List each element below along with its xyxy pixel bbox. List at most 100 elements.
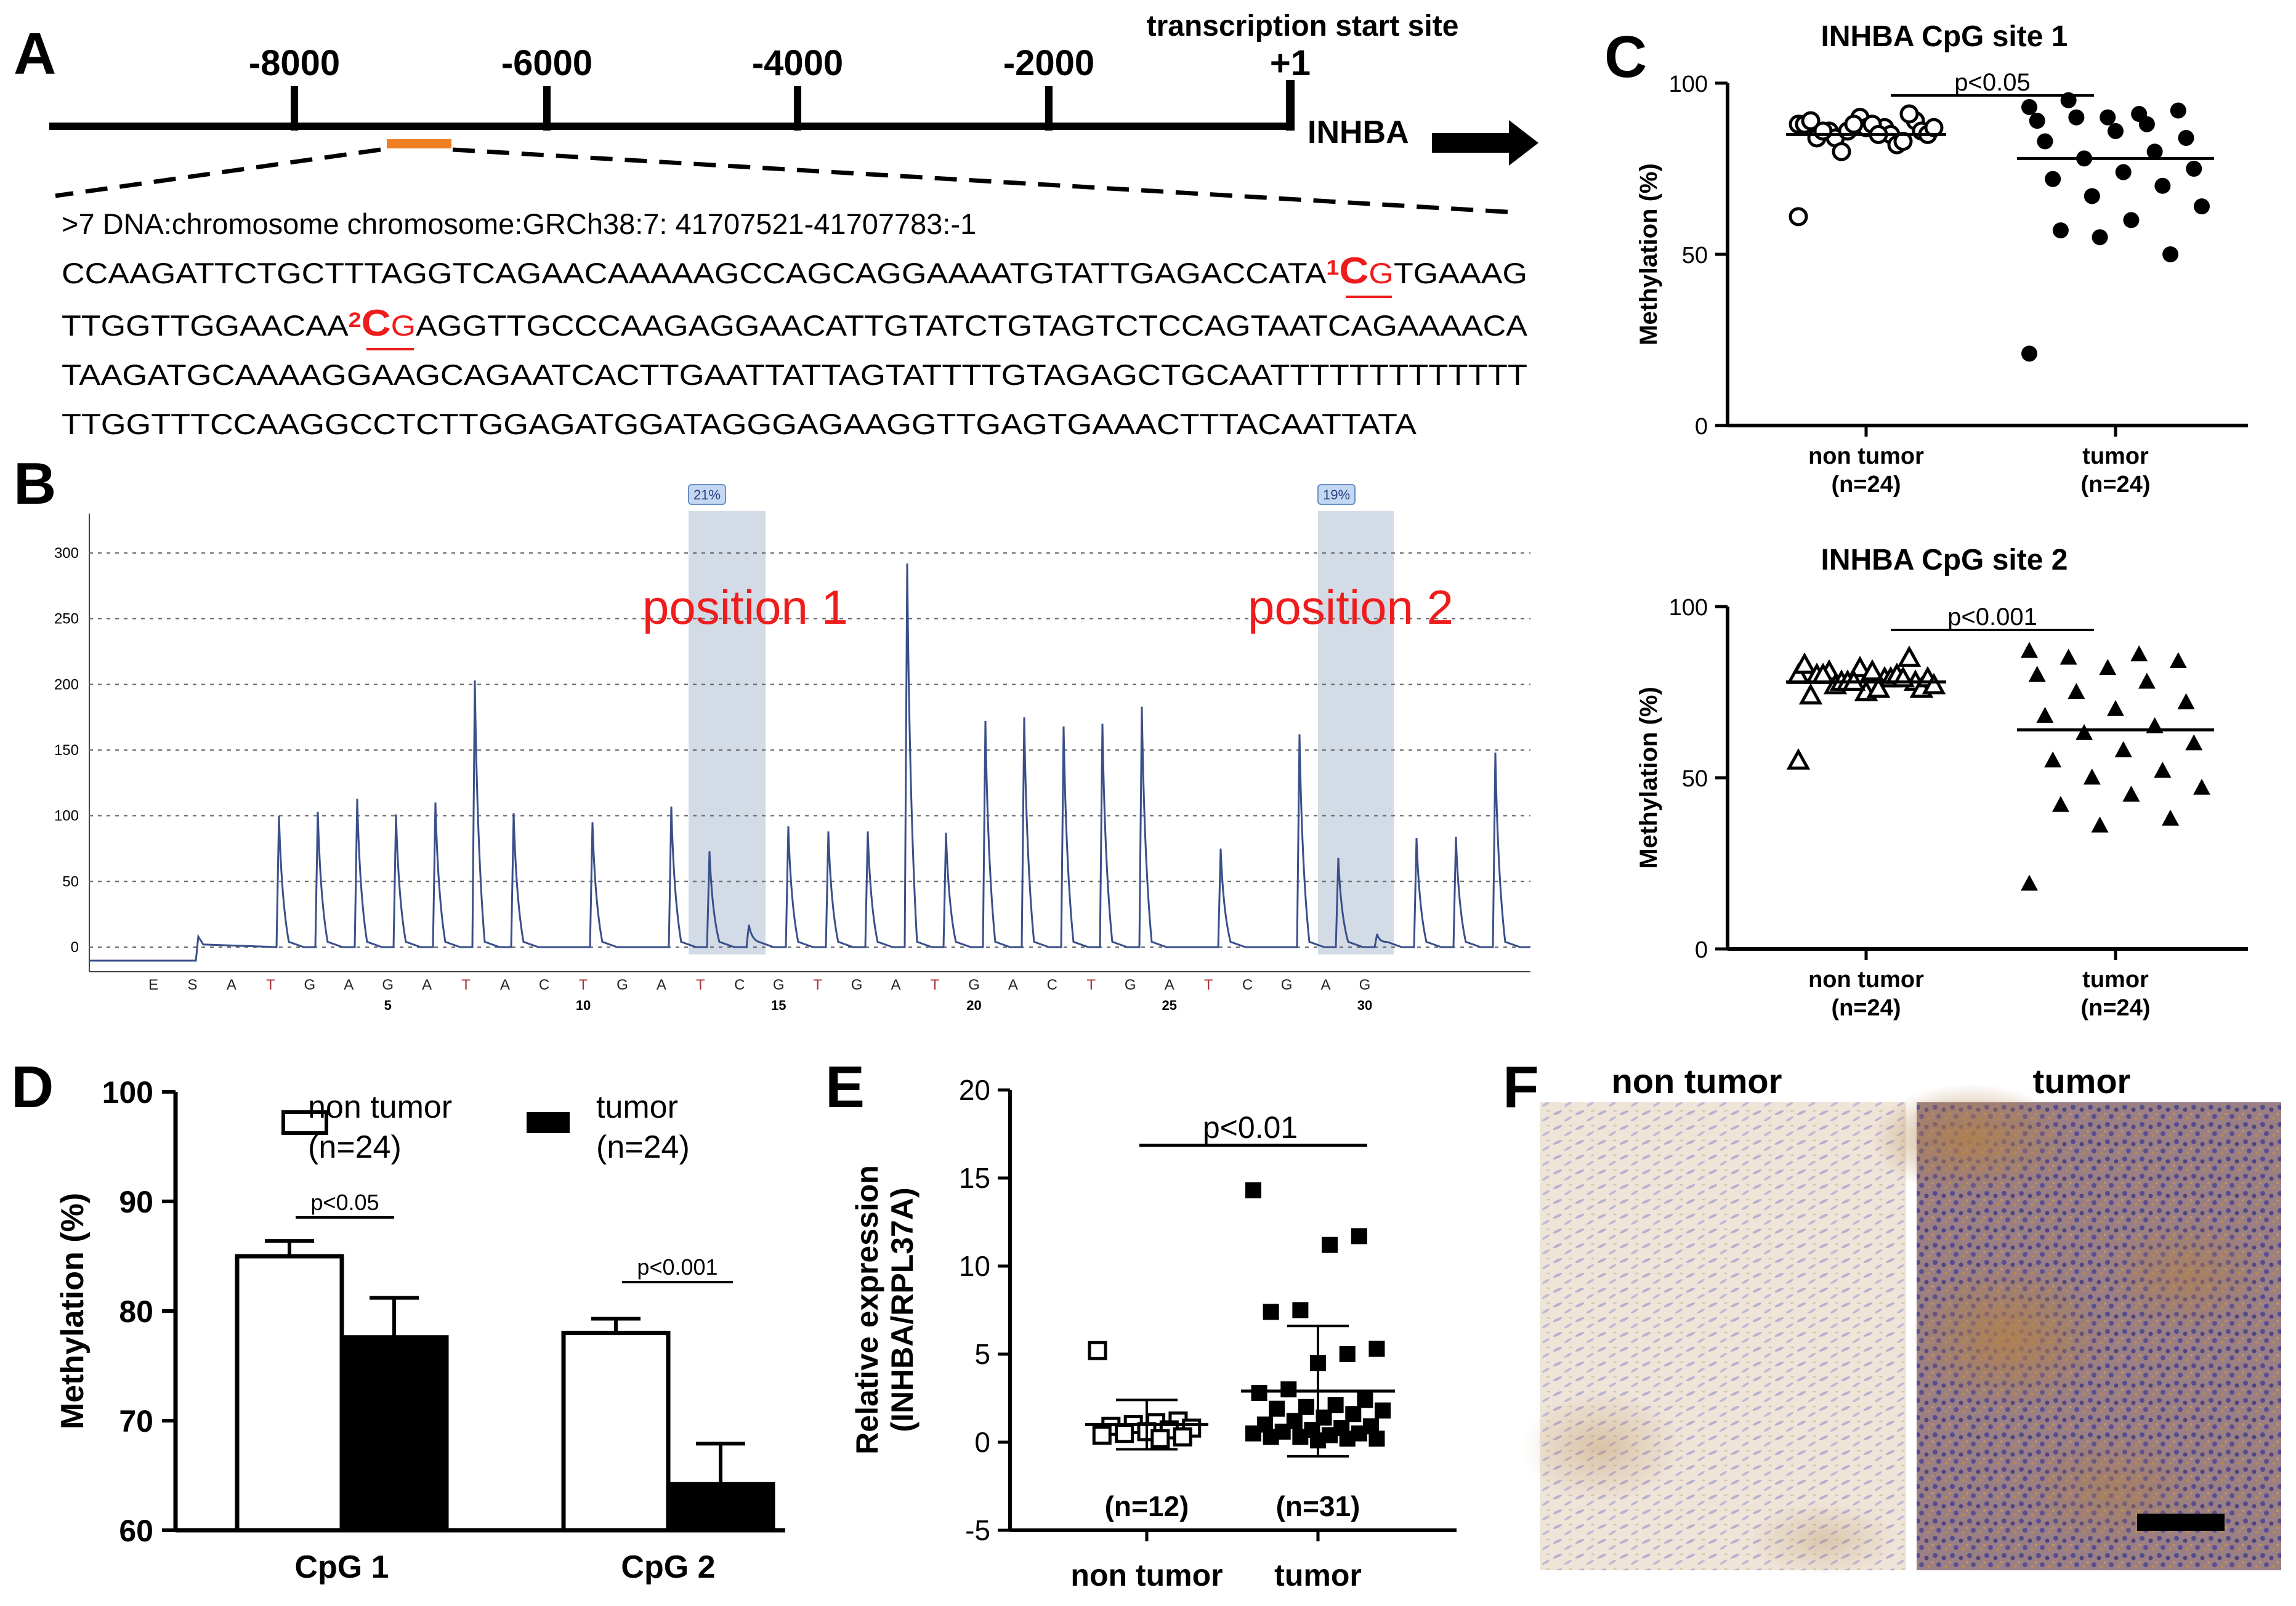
category-label: tumor [2082, 967, 2149, 993]
significance-label: p<0.05 [1954, 69, 2030, 96]
category-n-label: (n=24) [2081, 995, 2151, 1021]
bar [339, 1335, 449, 1533]
expression-scatter: -5 0 5 10 15 20 Relative expression (INHBA/RPL3… [850, 1074, 1457, 1592]
dispensation-letter: C [539, 977, 549, 993]
data-point [1786, 748, 1811, 770]
scale-bar [2137, 1514, 2225, 1531]
category-label: non tumor [1808, 443, 1924, 469]
dispensation-number: 15 [771, 998, 786, 1013]
dispensation-letter: A [1008, 977, 1018, 993]
y-axis-title: (INHBA/RPL37A) [885, 1187, 920, 1432]
dispensation-number: 30 [1357, 998, 1372, 1013]
gene-label: INHBA [1308, 115, 1409, 150]
panel-c-letter: C [1604, 24, 1647, 90]
panel-b: B 21% 19% 0 50 100 150 200 250 300 E S A T G A G A T A C… [14, 451, 1530, 1013]
legend-solid-swatch [527, 1112, 570, 1133]
data-point [1263, 1429, 1279, 1445]
data-point [2138, 116, 2155, 132]
panel-f: F non tumor tumor [1503, 1054, 2281, 1576]
data-point [1798, 683, 1823, 705]
data-point [2154, 177, 2171, 194]
dispensation-letter: T [1204, 977, 1213, 993]
badge-position-1 [688, 484, 726, 505]
category-n-label: (n=24) [1832, 995, 1901, 1021]
data-point [2021, 99, 2037, 115]
data-point [1292, 1429, 1309, 1445]
dispensation-letter: A [891, 977, 901, 993]
data-point [2146, 143, 2163, 160]
data-point [2051, 796, 2069, 812]
y-tick-label: 100 [54, 808, 79, 825]
data-point [1150, 1429, 1170, 1448]
y-axis-title: Methylation (%) [1635, 163, 1662, 345]
ihc-tumor-image [1872, 1084, 2281, 1570]
data-point [1092, 1426, 1112, 1445]
y-tick-label: 250 [54, 611, 79, 627]
zoom-line-left [55, 147, 381, 198]
data-point [1832, 142, 1851, 161]
category-label: tumor [1274, 1558, 1362, 1592]
category-label: tumor [2082, 443, 2149, 469]
sequence-line-3: TAAGATGCAAAAGGAAGCAGAATCACTTGAATTATTAGTA… [62, 358, 1527, 391]
badge-position-2 [1317, 484, 1356, 505]
ihc-left-label: non tumor [1612, 1062, 1782, 1100]
panel-a: A -8000 -6000 -4000 -2000 +1 transcripti… [14, 10, 1538, 440]
data-point [2028, 666, 2046, 682]
data-point [2099, 659, 2117, 676]
sequence-line-2: TTGGTTGGAACAA 2CGAGGTTGCCCAAGAGGAACATTGTA… [62, 302, 1528, 344]
y-tick-label: 0 [1695, 937, 1708, 963]
data-point [1345, 1406, 1362, 1422]
methylation-bar-chart: 60 70 80 90 100 Methylation (%) CpG 1 CpG 2 p<0.… [55, 1075, 785, 1585]
badge-position-2-text: 19% [1323, 487, 1350, 502]
dispensation-labels: E S A T G A G A T A C T G A T C G T G A T G A C T G A T C G A G 5 10 15 20 2… [148, 977, 1372, 1013]
dispensation-letter: G [773, 977, 785, 993]
y-tick-label: 15 [959, 1162, 990, 1194]
dispensation-letter: A [1165, 977, 1174, 993]
y-tick-label: 90 [119, 1185, 153, 1219]
data-point [2100, 109, 2116, 126]
highlight-position-1 [689, 511, 766, 954]
dispensation-letter: G [1281, 977, 1293, 993]
dispensation-letter: A [1320, 977, 1330, 993]
data-point [1844, 115, 1864, 134]
tss-tick-label: +1 [1270, 43, 1311, 83]
category-label: non tumor [1808, 967, 1924, 993]
data-point [2021, 642, 2038, 658]
panel-a-letter: A [14, 21, 56, 87]
badge-position-1-text: 21% [693, 487, 721, 502]
bar [235, 1254, 344, 1533]
dispensation-letter: G [1125, 977, 1136, 993]
data-point [2123, 212, 2140, 228]
data-point [2114, 741, 2132, 757]
genomic-ticks: -8000 -6000 -4000 -2000 +1 [249, 43, 1311, 131]
data-point [1801, 111, 1821, 131]
panel-c: C INHBA CpG site 1 0 50 100 Methylation (%) n… [1604, 20, 2248, 1021]
data-point [2108, 123, 2124, 139]
pyrogram-trace [89, 563, 1530, 962]
dispensation-letter: S [187, 977, 197, 993]
gene-direction-arrow-icon [1432, 120, 1538, 166]
dispensation-number: 10 [576, 998, 591, 1013]
data-point [2091, 816, 2109, 833]
category-label: CpG 2 [621, 1549, 715, 1585]
data-point [2068, 109, 2085, 126]
y-tick-label: -5 [965, 1514, 990, 1546]
data-point [2178, 129, 2194, 146]
data-point [2122, 785, 2140, 802]
dispensation-letter: G [968, 977, 980, 993]
fasta-header: >7 DNA:chromosome chromosome:GRCh38:7: 4… [62, 208, 976, 240]
n-label: (n=31) [1276, 1490, 1360, 1522]
cpg-site-1-plot: INHBA CpG site 1 0 50 100 Methylation (%) non… [1635, 20, 2248, 498]
category-n-label: (n=24) [1832, 472, 1901, 498]
data-point [2162, 246, 2179, 262]
dispensation-letter: T [266, 977, 275, 993]
dispensation-letter: G [1359, 977, 1371, 993]
dispensation-letter: T [579, 977, 588, 993]
data-point [1292, 1302, 1309, 1318]
data-point [2045, 171, 2061, 187]
y-tick-label: 0 [974, 1426, 990, 1458]
data-point [2169, 652, 2187, 668]
y-tick-label: 60 [119, 1514, 153, 1548]
tick-label: -8000 [249, 43, 340, 83]
data-point [2036, 706, 2054, 723]
